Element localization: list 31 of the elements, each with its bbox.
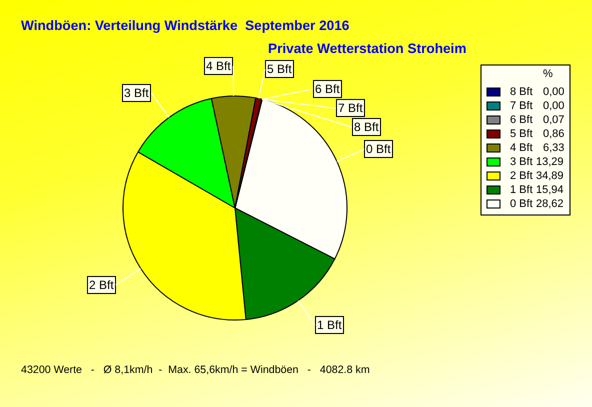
data-label: 15,94 [536,184,564,196]
data-label: 34,89 [536,170,564,182]
category-label: 8 Bft [354,120,379,134]
slice-label: 1 Bft [317,318,342,332]
data-label: 0,07 [543,114,564,126]
legend-label: 1 Bft [510,184,533,196]
slice-label: 3 Bft [124,86,150,100]
slice-label: 0 Bft [366,142,392,156]
chart-title: Windböen: Verteilung Windstärke September 2016 [21,18,350,33]
legend-label: 4 Bft [510,142,533,154]
legend-label: 7 Bft [510,100,533,112]
data-label: 0,86 [543,128,564,140]
slice-label: 6 Bft [315,82,340,96]
text: 0,00 [543,86,564,98]
legend-label: 2 Bft [510,170,533,182]
legend-label: 3 Bft [510,156,533,168]
data-label: 28,62 [536,198,564,210]
category-label: 7 Bft [338,101,363,115]
chart-subtitle: Private Wetterstation Stroheim [268,41,466,56]
text: 0,00 [543,100,564,112]
slice-label: 4 Bft [206,59,232,73]
data-label: 13,29 [536,156,564,168]
legend-label: 0 Bft [510,198,533,210]
slice-label: 2 Bft [89,278,114,292]
slice-label: 5 Bft [267,62,292,76]
legend-label: 6 Bft [510,114,533,126]
legend-label: 5 Bft [510,128,533,140]
legend-label: 8 Bft [510,86,533,98]
text: 43200 Werte - Ø 8,1km/h - Max. 65,6km/h = Windböen - 4082.8 km [21,364,370,376]
data-label: 6,33 [543,142,564,154]
legend-title: % [543,68,553,80]
